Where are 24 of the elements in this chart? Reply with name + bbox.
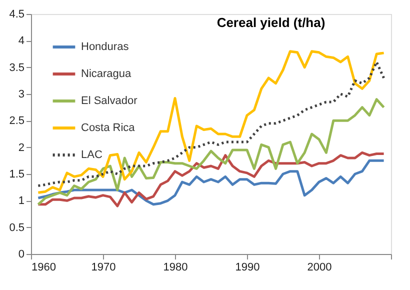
chart-title: Cereal yield (t/ha) <box>216 15 326 30</box>
x-tick-label: 2000 <box>307 262 332 274</box>
legend-label: Costa Rica <box>81 122 136 134</box>
line-series <box>36 151 386 208</box>
y-tick-label: 1 <box>18 195 24 208</box>
y-tick-label: 3.5 <box>9 62 24 74</box>
y-tick-label: 2.5 <box>9 115 24 128</box>
line-series <box>36 98 386 206</box>
y-tick-label: 2 <box>18 142 24 154</box>
x-tick-label: 1970 <box>91 262 116 274</box>
y-tick-label: 0.5 <box>9 222 24 234</box>
y-tick-label: 4.5 <box>9 8 24 20</box>
y-tick-label: 4 <box>18 35 24 48</box>
legend-label: El Salvador <box>81 95 138 107</box>
y-tick-label: 0 <box>18 248 24 260</box>
x-tick-label: 1960 <box>32 262 56 274</box>
line-series <box>36 159 386 206</box>
x-tick-label: 1980 <box>163 262 188 274</box>
x-tick-label: 1990 <box>235 262 260 274</box>
legend-label: LAC <box>81 149 102 161</box>
legend-label: Nicaragua <box>81 68 132 80</box>
legend-label: Honduras <box>81 41 130 53</box>
y-tick-label: 3 <box>18 88 24 100</box>
y-tick-label: 1.5 <box>9 168 24 180</box>
